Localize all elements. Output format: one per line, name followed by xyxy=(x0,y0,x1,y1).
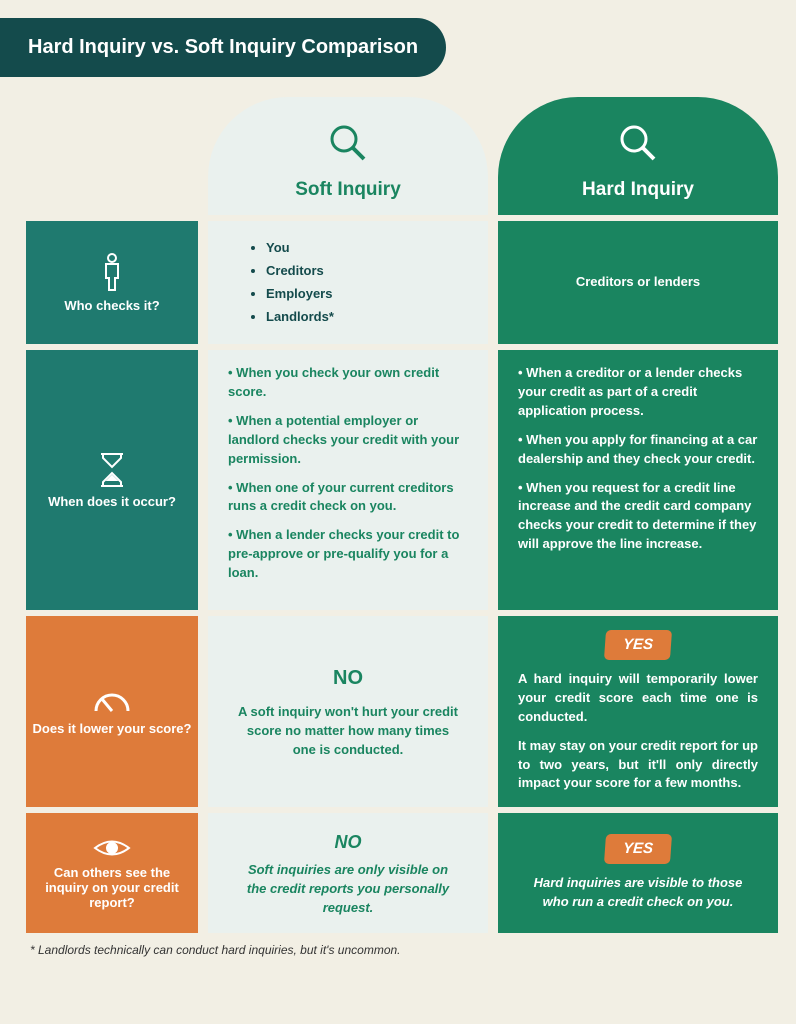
comparison-table: Soft Inquiry Hard Inquiry Who checks it?… xyxy=(0,97,796,933)
lower-hard-text2: It may stay on your credit report for up… xyxy=(518,737,758,794)
list-item: Creditors xyxy=(266,262,468,281)
yes-flag: YES xyxy=(604,834,672,864)
text-point: • When a creditor or a lender checks you… xyxy=(518,364,758,421)
see-soft-cell: NO Soft inquiries are only visible on th… xyxy=(208,813,488,933)
list-item: Employers xyxy=(266,285,468,304)
magnifier-icon xyxy=(614,119,662,167)
row-label-text: When does it occur? xyxy=(48,494,176,509)
text-point: • When a potential employer or landlord … xyxy=(228,412,468,469)
footnote: * Landlords technically can conduct hard… xyxy=(0,933,796,967)
who-soft-cell: You Creditors Employers Landlords* xyxy=(208,221,488,344)
text-point: • When you apply for financing at a car … xyxy=(518,431,758,469)
who-hard-text: Creditors or lenders xyxy=(576,273,700,292)
see-hard-text: Hard inquiries are visible to those who … xyxy=(533,874,743,912)
soft-column-header: Soft Inquiry xyxy=(208,97,488,215)
see-soft-text: Soft inquiries are only visible on the c… xyxy=(238,861,458,918)
text-point: • When one of your current creditors run… xyxy=(228,479,468,517)
lower-soft-text: A soft inquiry won't hurt your credit sc… xyxy=(238,703,458,760)
page-title: Hard Inquiry vs. Soft Inquiry Comparison xyxy=(0,18,446,77)
who-soft-list: You Creditors Employers Landlords* xyxy=(228,239,468,326)
hard-header-title: Hard Inquiry xyxy=(582,179,694,201)
header-spacer xyxy=(26,97,198,215)
when-soft-cell: • When you check your own credit score. … xyxy=(208,350,488,610)
row-label-text: Who checks it? xyxy=(64,298,159,313)
text-point: • When you check your own credit score. xyxy=(228,364,468,402)
list-item: Landlords* xyxy=(266,308,468,327)
lower-hard-cell: YES A hard inquiry will temporarily lowe… xyxy=(498,616,778,807)
magnifier-icon xyxy=(324,119,372,167)
person-icon xyxy=(98,252,126,292)
row-label-who: Who checks it? xyxy=(26,221,198,344)
text-point: • When a lender checks your credit to pr… xyxy=(228,526,468,583)
hard-column-header: Hard Inquiry xyxy=(498,97,778,215)
when-hard-cell: • When a creditor or a lender checks you… xyxy=(498,350,778,610)
text-point: • When you request for a credit line inc… xyxy=(518,479,758,554)
lower-hard-text1: A hard inquiry will temporarily lower yo… xyxy=(518,670,758,727)
row-label-see: Can others see the inquiry on your credi… xyxy=(26,813,198,933)
soft-header-title: Soft Inquiry xyxy=(295,179,401,201)
see-hard-cell: YES Hard inquiries are visible to those … xyxy=(498,813,778,933)
list-item: You xyxy=(266,239,468,258)
eye-icon xyxy=(93,837,131,859)
gauge-icon xyxy=(92,687,132,715)
lower-soft-cell: NO A soft inquiry won't hurt your credit… xyxy=(208,616,488,807)
row-label-text: Does it lower your score? xyxy=(33,721,192,736)
no-flag: NO xyxy=(333,664,363,693)
no-flag: NO xyxy=(335,829,362,855)
yes-flag: YES xyxy=(604,630,672,660)
row-label-when: When does it occur? xyxy=(26,350,198,610)
hourglass-icon xyxy=(97,452,127,488)
row-label-text: Can others see the inquiry on your credi… xyxy=(32,865,192,910)
row-label-lower: Does it lower your score? xyxy=(26,616,198,807)
who-hard-cell: Creditors or lenders xyxy=(498,221,778,344)
